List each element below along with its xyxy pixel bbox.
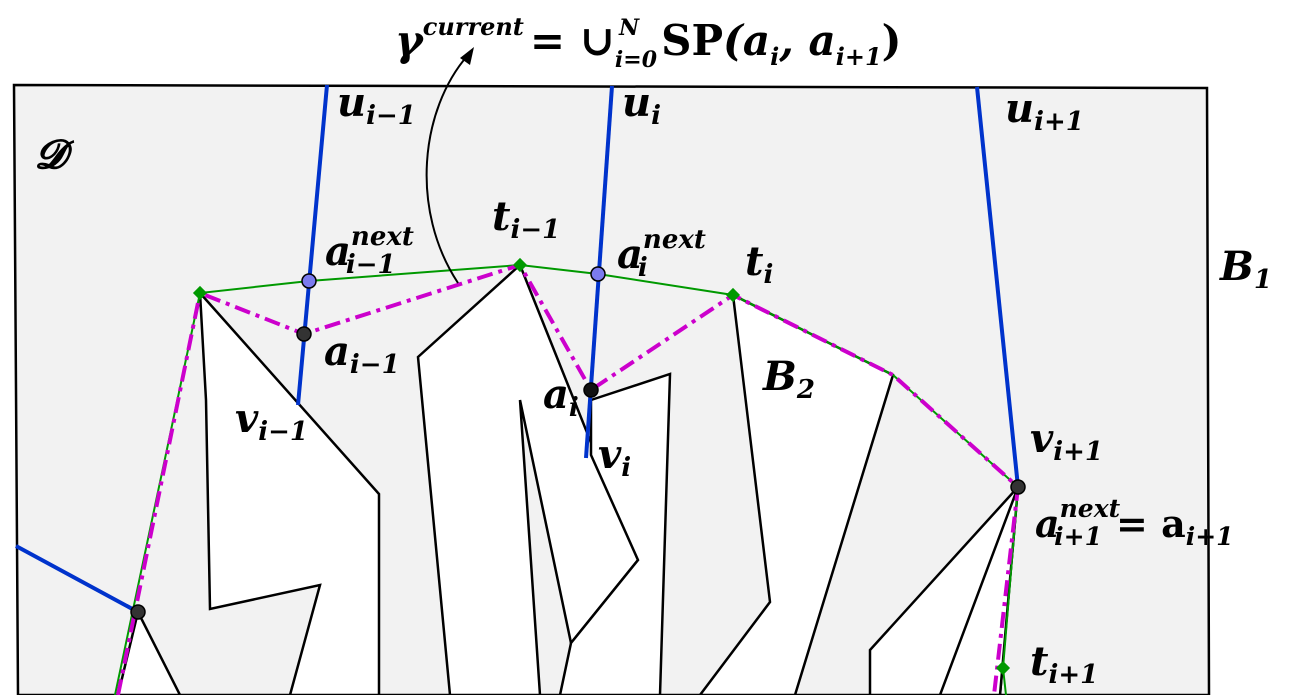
v-prev-label: vi−1 <box>235 395 308 447</box>
t-prev-marker <box>512 257 528 273</box>
t-next-label: ti+1 <box>1030 638 1098 690</box>
a-prev-label: ai−1 <box>324 328 400 380</box>
line-u-next <box>975 86 1020 488</box>
obstacle-center-spike <box>558 372 672 695</box>
u-cur-label: ui <box>622 79 661 131</box>
formula-arrow <box>425 54 469 284</box>
line-left-boundary <box>15 544 139 614</box>
a-cur-next-label: anext i <box>617 225 706 283</box>
a-prev-next-label: anext i−1 <box>325 222 414 280</box>
formula-arrowhead <box>460 47 474 65</box>
t-cur-label: ti <box>745 238 773 290</box>
a-prev-next-point <box>301 273 317 289</box>
t-cur-marker <box>725 287 741 303</box>
a-cur-point <box>583 382 599 398</box>
left-point <box>130 604 146 620</box>
v-next-label: vi+1 <box>1030 415 1103 467</box>
t-next-marker <box>995 660 1011 676</box>
b1-label: B1 <box>1219 243 1272 295</box>
a-prev-point <box>296 326 312 342</box>
a-next-eq-label: anext i+1 = ai+1 <box>1035 494 1234 551</box>
a-cur-label: ai <box>543 371 579 423</box>
a-cur-next-point <box>590 266 606 282</box>
line-u-prev <box>296 84 329 406</box>
formula: γcurrent = ∪i=0N SP(ai, ai+1) <box>395 12 902 73</box>
magenta-path <box>116 262 1021 695</box>
v-cur-label: vi <box>598 431 631 483</box>
green-path <box>114 263 1020 695</box>
u-next-label: ui+1 <box>1005 85 1084 137</box>
obstacle-center <box>416 262 640 695</box>
a-next-point <box>1010 479 1026 495</box>
t-prev-left-marker <box>192 285 208 301</box>
t-prev-label: ti−1 <box>492 193 560 245</box>
b2-label: B2 <box>762 353 815 405</box>
u-prev-label: ui−1 <box>337 79 416 131</box>
obstacle-left <box>198 289 381 695</box>
